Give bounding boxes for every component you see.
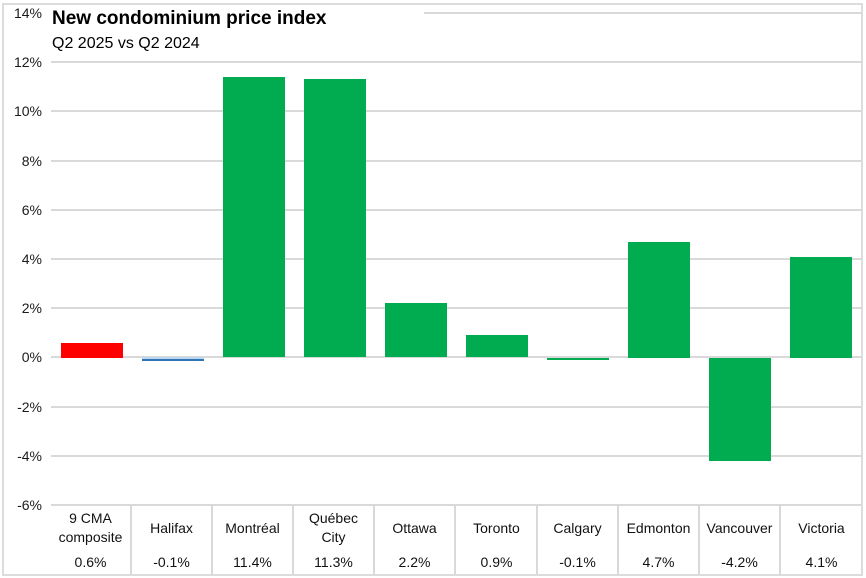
category-value: -0.1% [559,554,596,570]
gridline--6 [51,504,862,506]
category-value: -4.2% [721,554,758,570]
gridline-14 [51,12,862,14]
bar-montr-al [223,77,285,357]
category-name: 9 CMA composite [58,510,123,545]
chart-subtitle: Q2 2025 vs Q2 2024 [52,35,200,52]
y-axis-label--4: -4% [17,448,42,464]
y-axis-label-4: 4% [21,251,42,267]
category-cell-vancouver: Vancouver -4.2% [700,506,781,574]
title-block: New condominium price index Q2 2025 vs Q… [48,6,424,58]
category-cell-halifax: Halifax -0.1% [132,506,213,574]
gridline-2 [51,307,862,309]
category-name: Montréal [225,519,280,536]
gridline-8 [51,160,862,162]
y-axis-label-12: 12% [13,54,42,70]
category-name: Edmonton [626,519,691,536]
category-name: Calgary [553,519,602,536]
gridline-0 [51,356,862,358]
category-value: 0.6% [74,554,107,570]
y-axis-label--6: -6% [17,497,42,513]
y-axis-label-6: 6% [21,202,42,218]
y-axis-label-14: 14% [13,5,42,21]
category-value: 11.4% [233,554,272,570]
bar-vancouver [709,358,771,461]
category-value: 0.9% [480,554,513,570]
bar-victoria [790,257,852,358]
gridline--2 [51,406,862,408]
category-cell-ottawa: Ottawa 2.2% [375,506,456,574]
bar-halifax [142,357,204,361]
gridline-4 [51,258,862,260]
gridline--4 [51,455,862,457]
gridline-12 [51,61,862,63]
category-cell-edmonton: Edmonton 4.7% [619,506,700,574]
y-axis-label-8: 8% [21,153,42,169]
category-value: 4.7% [642,554,675,570]
category-name: Halifax [150,519,193,536]
y-axis-label-10: 10% [13,103,42,119]
bar-edmonton [628,242,690,358]
category-cell-montr-al: Montréal 11.4% [213,506,294,574]
bar-9-cma-composite [61,343,123,358]
y-axis-label--2: -2% [17,399,42,415]
category-value: 2.2% [398,554,431,570]
chart-title: New condominium price index [52,8,327,29]
category-name: Ottawa [392,519,437,536]
bar-toronto [466,335,528,357]
gridline-10 [51,110,862,112]
category-cell-toronto: Toronto 0.9% [457,506,538,574]
category-value: 11.3% [314,554,353,570]
y-axis-label-2: 2% [21,300,42,316]
category-value: -0.1% [153,554,190,570]
y-axis-label-0: 0% [21,349,42,365]
category-cell-qu-bec-city: Québec City 11.3% [294,506,375,574]
category-cell-calgary: Calgary -0.1% [538,506,619,574]
category-cell-9-cma-composite: 9 CMA composite 0.6% [51,506,132,574]
bar-ottawa [385,303,447,357]
category-name: Toronto [473,519,520,536]
bar-calgary [547,358,609,360]
chart-border-frame [2,3,863,576]
category-cell-victoria: Victoria 4.1% [781,506,862,574]
category-name: Victoria [798,519,845,536]
bar-qu-bec-city [304,79,366,357]
gridline-6 [51,209,862,211]
category-name: Québec City [308,510,359,545]
category-value: 4.1% [805,554,838,570]
category-name: Vancouver [706,519,773,536]
